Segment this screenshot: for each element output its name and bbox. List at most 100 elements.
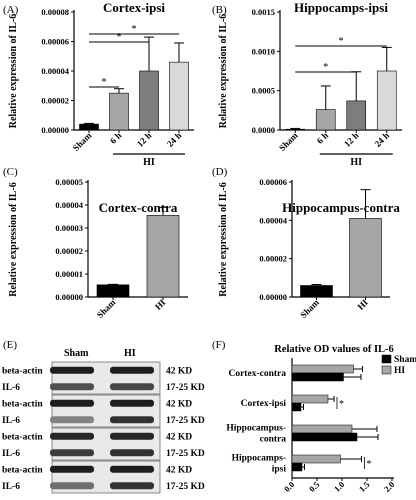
blot-band	[50, 465, 94, 473]
y-tick-label: 0.00004	[41, 66, 69, 76]
chart-cortex-ipsi: Cortex-ipsi Relative expression of IL-6 0.…	[8, 0, 194, 168]
x-tick-label: HI	[153, 297, 168, 312]
blot-row-label: beta-actin	[2, 432, 43, 442]
chart-title: Hippocampus-contra	[282, 200, 400, 215]
y-axis-label: Relative expression of IL-6	[8, 14, 19, 129]
significance-star: *	[117, 32, 122, 43]
blot-kd-label: 17-25 KD	[166, 416, 205, 426]
blot-column-sham: Sham	[64, 348, 89, 359]
chart-title: Cortex-contra	[99, 200, 178, 215]
chart-relative-od: Relative OD values of IL-6 0.0 0.5 1.0 1.5 2.…	[226, 344, 416, 494]
x-tick-label: Sham	[71, 130, 94, 153]
blot-kd-label: 42 KD	[166, 432, 192, 442]
blot-band	[110, 465, 154, 473]
blot-band	[50, 399, 94, 407]
legend-swatch-hi	[381, 365, 392, 375]
y-tick-label: 0.00000	[55, 292, 83, 302]
x-tick-label: Sham	[277, 130, 300, 153]
blot-band	[110, 449, 154, 457]
bar-12h	[139, 70, 159, 131]
x-tick-label: 12 h	[342, 130, 361, 149]
x-tick-label: 0.5	[307, 479, 322, 494]
blot-kd-label: 42 KD	[166, 399, 192, 409]
blot-kd-label: 42 KD	[166, 366, 192, 376]
significance-star: *	[339, 399, 344, 410]
y-axis-label: Relative expression of IL-6	[8, 182, 19, 297]
blot-band	[110, 432, 154, 440]
bar-sham	[300, 285, 333, 298]
y-tick-label: 0.00002	[41, 96, 69, 106]
panel-label-d: (D)	[212, 166, 228, 178]
blot-band	[110, 366, 154, 374]
y-tick-label: 0.00000	[259, 292, 287, 302]
blot-column-hi: HI	[124, 348, 136, 359]
panel-label-c: (C)	[3, 166, 18, 178]
y-category-label: ipsi	[272, 465, 287, 475]
y-tick-label: 0.0005	[252, 86, 275, 96]
bar-sham	[291, 372, 344, 382]
x-tick-label: 6 h	[108, 130, 123, 145]
x-tick-label: Sham	[95, 297, 118, 320]
y-category-label: Hippocampus-	[226, 424, 286, 434]
panel-labels: (A) (B) (C) (D) (E) (F)	[3, 4, 228, 351]
group-label: HI	[143, 157, 155, 168]
y-tick-label: 0.00001	[55, 269, 83, 279]
blot-band	[110, 399, 154, 407]
y-axis-label: Relative expression of IL-6	[218, 182, 229, 297]
significance-star: *	[339, 36, 344, 47]
chart-title: Hippocamps-ipsi	[294, 0, 388, 15]
chart-title: Relative OD values of IL-6	[274, 344, 394, 355]
blot-row-label: beta-actin	[2, 366, 43, 376]
bar-sham	[79, 123, 99, 131]
blot-kd-label: 42 KD	[166, 465, 192, 475]
blot-row-label: beta-actin	[2, 465, 43, 475]
y-tick-label: 0.00006	[259, 177, 287, 187]
blot-band	[50, 416, 94, 424]
chart-hippocamps-ipsi: Hippocamps-ipsi Relative expression of IL…	[218, 0, 402, 168]
chart-title: Cortex-ipsi	[103, 0, 165, 15]
bar-sham	[291, 462, 303, 472]
blot-row-label: IL-6	[2, 482, 20, 492]
x-tick-label: 24 h	[165, 130, 184, 149]
legend-swatch-sham	[381, 354, 392, 364]
y-tick-label: 0.00004	[55, 200, 83, 210]
y-category-label: Cortex-contra	[228, 369, 286, 379]
x-tick-label: 1.0	[332, 479, 347, 494]
y-tick-label: 0.00003	[55, 223, 83, 233]
bar-6h	[109, 92, 129, 131]
y-tick-label: 0.0010	[252, 46, 275, 56]
bar-hi	[146, 215, 180, 298]
bar-sham	[291, 402, 302, 412]
bar-hi	[291, 454, 341, 464]
significance-star: *	[132, 24, 137, 35]
x-tick-label: 12 h	[135, 130, 154, 149]
x-tick-label: 2.0	[382, 479, 397, 494]
panel-label-a: (A)	[3, 4, 19, 16]
x-tick-label: HI	[355, 297, 370, 312]
blot-row-label: IL-6	[2, 449, 20, 459]
blot-band	[110, 383, 154, 391]
blot-band	[50, 366, 94, 374]
significance-star: *	[367, 459, 372, 470]
bar-hi	[291, 394, 329, 404]
blot-band	[50, 432, 94, 440]
blot-band	[110, 482, 154, 490]
bar-6h	[315, 109, 336, 131]
y-tick-label: 0.00006	[41, 37, 69, 47]
y-tick-label: 0.00000	[41, 125, 69, 135]
legend-label-sham: Sham	[394, 355, 416, 365]
y-tick-label: 0.00005	[55, 177, 83, 187]
y-axis-label: Relative expression of IL-6	[218, 14, 229, 129]
bar-sham	[285, 128, 306, 131]
bar-hi	[349, 218, 382, 298]
chart-hippocampus-contra: Hippocampus-contra Relative expression of…	[218, 177, 400, 320]
y-tick-label: 0.00002	[55, 246, 83, 256]
bar-sham	[291, 432, 358, 442]
significance-star: *	[102, 77, 107, 88]
x-tick-label: 6 h	[315, 130, 330, 145]
bar-24h	[376, 70, 397, 131]
blot-band	[50, 482, 94, 490]
legend-label-hi: HI	[394, 366, 405, 376]
blot-kd-label: 17-25 KD	[166, 482, 205, 492]
